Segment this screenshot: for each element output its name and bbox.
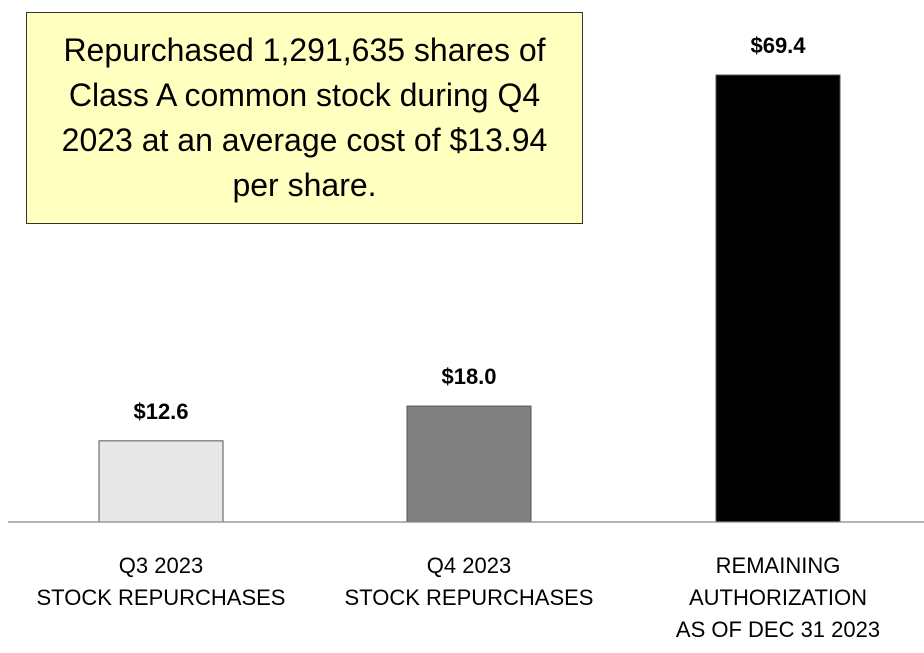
value-label: $18.0 <box>441 364 496 389</box>
bar <box>98 440 224 523</box>
bar <box>406 405 532 523</box>
value-label: $69.4 <box>750 33 806 58</box>
x-tick-label: Q3 2023 STOCK REPURCHASES <box>36 553 286 610</box>
value-label: $12.6 <box>133 399 188 424</box>
bar <box>715 74 841 523</box>
x-tick-label: Q4 2023 STOCK REPURCHASES <box>344 553 594 610</box>
x-tick-label: REMAINING AUTHORIZATION AS OF DEC 31 202… <box>675 553 881 642</box>
annotation: Repurchased 1,291,635 shares of Class A … <box>26 12 583 224</box>
